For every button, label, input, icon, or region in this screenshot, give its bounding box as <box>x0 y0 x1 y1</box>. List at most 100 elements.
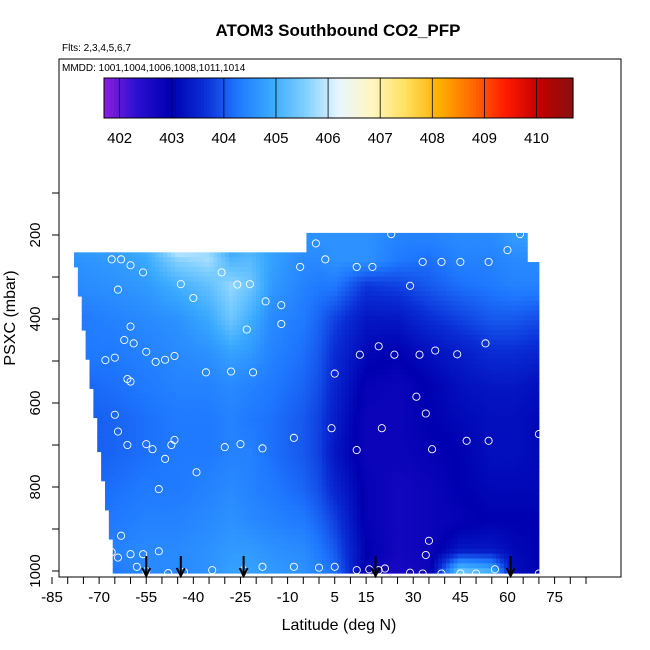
heatmap-cell <box>310 320 315 326</box>
heatmap-cell <box>275 257 280 263</box>
heatmap-cell <box>426 368 431 375</box>
heatmap-cell <box>407 281 412 287</box>
heatmap-cell <box>395 310 400 317</box>
heatmap-cell <box>469 378 474 385</box>
heatmap-cell <box>108 315 114 321</box>
heatmap-cell <box>170 305 176 312</box>
heatmap-cell <box>488 407 493 414</box>
heatmap-cell <box>476 349 482 355</box>
heatmap-cell <box>519 320 524 326</box>
heatmap-cell <box>225 437 230 443</box>
heatmap-cell <box>186 325 191 331</box>
heatmap-cell <box>345 349 350 355</box>
heatmap-cell <box>349 296 354 302</box>
heatmap-cell <box>178 349 183 355</box>
heatmap-cell <box>325 296 331 302</box>
heatmap-cell <box>256 393 261 399</box>
heatmap-cell <box>221 378 226 385</box>
heatmap-cell <box>283 325 288 331</box>
chart-title: ATOM3 Southbound CO2_PFP <box>216 21 461 40</box>
heatmap-cell <box>395 354 400 360</box>
heatmap-cell <box>225 330 230 336</box>
heatmap-cell <box>194 262 199 268</box>
heatmap-cell <box>178 407 183 414</box>
heatmap-cell <box>128 437 133 443</box>
heatmap-cell <box>166 393 172 399</box>
heatmap-cell <box>116 388 121 394</box>
heatmap-cell <box>159 266 164 273</box>
colorbar-swatch <box>263 78 268 118</box>
heatmap-cell <box>217 407 222 414</box>
heatmap-cell <box>453 276 459 282</box>
heatmap-cell <box>209 432 214 438</box>
heatmap-cell <box>287 320 292 326</box>
colorbar-swatch <box>135 78 139 118</box>
heatmap-cell <box>438 232 443 239</box>
heatmap-cell <box>81 252 87 258</box>
heatmap-cell <box>329 262 335 268</box>
heatmap-cell <box>256 437 261 443</box>
heatmap-cell <box>341 422 346 428</box>
heatmap-cell <box>170 422 176 428</box>
heatmap-cell <box>236 339 242 346</box>
heatmap-cell <box>132 252 137 258</box>
heatmap-cell <box>476 310 482 317</box>
heatmap-cell <box>473 320 478 326</box>
heatmap-cell <box>360 407 366 414</box>
heatmap-cell <box>163 257 168 263</box>
heatmap-cell <box>163 291 168 297</box>
heatmap-cell <box>182 388 187 394</box>
heatmap-cell <box>186 364 191 370</box>
heatmap-cell <box>395 432 400 438</box>
heatmap-cell <box>194 266 199 273</box>
heatmap-cell <box>352 266 358 273</box>
heatmap-cell <box>201 315 207 321</box>
heatmap-cell <box>159 330 164 336</box>
heatmap-cell <box>356 334 362 341</box>
heatmap-cell <box>426 300 431 307</box>
heatmap-cell <box>302 339 307 346</box>
heatmap-cell <box>422 403 428 409</box>
heatmap-cell <box>89 262 94 268</box>
heatmap-cell <box>201 257 207 263</box>
heatmap-cell <box>523 271 528 278</box>
heatmap-cell <box>93 373 98 380</box>
heatmap-cell <box>306 344 311 351</box>
heatmap-cell <box>298 315 304 321</box>
heatmap-cell <box>372 422 377 428</box>
heatmap-cell <box>225 305 230 312</box>
heatmap-cell <box>376 237 381 244</box>
heatmap-cell <box>232 388 238 394</box>
heatmap-cell <box>135 310 141 317</box>
heatmap-cell <box>228 412 234 419</box>
heatmap-cell <box>256 368 261 375</box>
heatmap-cell <box>496 432 501 438</box>
heatmap-cell <box>101 276 106 282</box>
heatmap-cell <box>124 310 129 317</box>
heatmap-cell <box>244 296 249 302</box>
heatmap-cell <box>364 427 369 433</box>
heatmap-cell <box>414 310 420 317</box>
heatmap-cell <box>294 315 300 321</box>
heatmap-cell <box>391 281 397 287</box>
heatmap-cell <box>93 344 98 351</box>
heatmap-cell <box>457 247 462 253</box>
heatmap-cell <box>519 310 524 317</box>
colorbar-swatch <box>250 78 255 118</box>
heatmap-cell <box>77 271 83 278</box>
heatmap-cell <box>147 412 152 419</box>
heatmap-cell <box>422 344 428 351</box>
heatmap-cell <box>290 271 296 278</box>
heatmap-cell <box>523 310 528 317</box>
heatmap-cell <box>104 281 110 287</box>
heatmap-cell <box>395 252 400 258</box>
heatmap-cell <box>314 417 319 423</box>
heatmap-cell <box>190 378 195 385</box>
heatmap-cell <box>488 393 493 399</box>
heatmap-cell <box>236 300 242 307</box>
heatmap-cell <box>275 266 280 273</box>
heatmap-cell <box>232 359 238 365</box>
heatmap-cell <box>232 325 238 331</box>
heatmap-cell <box>217 349 222 355</box>
heatmap-cell <box>430 305 435 312</box>
